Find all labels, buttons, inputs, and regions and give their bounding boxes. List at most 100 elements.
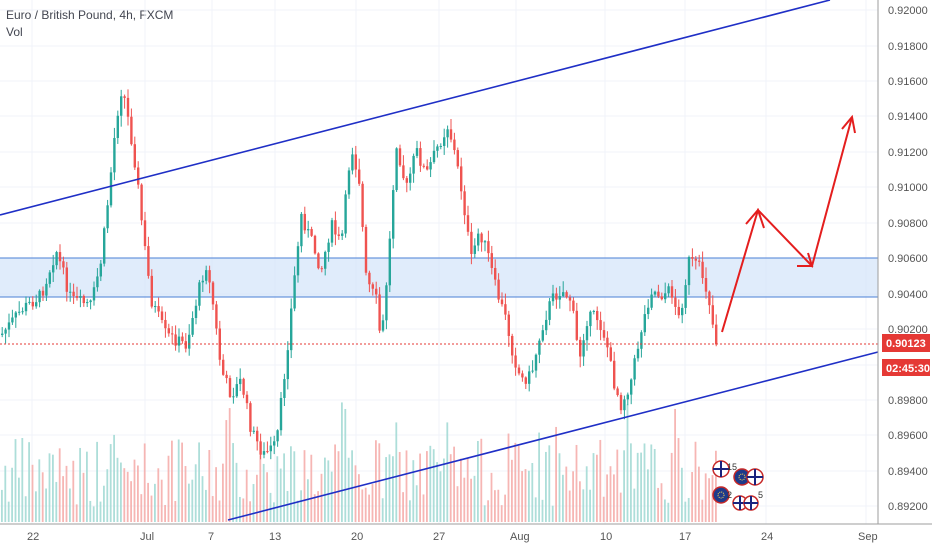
volume-bar xyxy=(694,441,697,522)
volume-bar xyxy=(133,459,136,522)
event-marker-flag-gb-2[interactable] xyxy=(746,468,764,486)
candle-body xyxy=(636,348,640,359)
candle-body xyxy=(28,301,31,303)
volume-bar xyxy=(395,422,398,522)
volume-bar xyxy=(555,426,557,522)
event-markers: 15 2 5 xyxy=(712,460,764,511)
volume-bar xyxy=(650,444,653,522)
candle-body xyxy=(504,304,507,315)
support-resistance-zone[interactable] xyxy=(0,258,878,297)
candle-body xyxy=(256,430,259,442)
candle-body xyxy=(426,166,429,170)
volume-bar xyxy=(303,450,306,522)
candle-body xyxy=(358,169,361,184)
volume-bar xyxy=(150,495,153,522)
volume-bar xyxy=(704,473,707,522)
symbol-title[interactable]: Euro / British Pound, 4h, FXCM xyxy=(6,8,174,22)
volume-bar xyxy=(58,448,61,522)
volume-bar xyxy=(235,462,238,522)
price-axis[interactable]: 0.92000 0.91800 0.91600 0.91400 0.91200 … xyxy=(877,0,930,524)
candle-body xyxy=(65,267,68,292)
volume-bar xyxy=(324,457,326,522)
candle-body xyxy=(545,319,548,331)
channel-upper-line[interactable] xyxy=(0,0,831,216)
volume-bar xyxy=(48,453,51,522)
time-axis[interactable]: 22 Jul 7 13 20 27 Aug 10 17 24 Sep xyxy=(0,523,932,543)
volume-bar xyxy=(45,488,47,522)
candle-body xyxy=(711,305,714,325)
volume-bar xyxy=(422,494,425,522)
volume-bar xyxy=(517,445,520,522)
candlesticks xyxy=(1,89,718,460)
event-marker-flag-eu-2[interactable] xyxy=(712,486,730,504)
candle-body xyxy=(324,251,327,269)
candle-body xyxy=(708,291,711,306)
candle-body xyxy=(602,330,606,338)
volume-bar xyxy=(667,502,670,522)
volume-bar xyxy=(177,439,180,522)
volume-bar xyxy=(228,408,231,522)
volume-bar xyxy=(256,474,258,522)
candle-body xyxy=(296,246,300,276)
event-marker-flag-gb[interactable] xyxy=(712,460,730,478)
volume-bars xyxy=(1,402,717,522)
candle-body xyxy=(378,294,381,331)
event-marker-flag-gb-4[interactable] xyxy=(743,495,759,511)
candle-body xyxy=(385,285,388,321)
chart-legend: Euro / British Pound, 4h, FXCM Vol xyxy=(6,9,173,39)
volume-bar xyxy=(89,500,92,522)
volume-bar xyxy=(616,449,619,522)
volume-bar xyxy=(436,462,438,522)
forecast-arrow-path[interactable] xyxy=(721,116,853,333)
candle-body xyxy=(337,234,340,236)
candle-body xyxy=(21,311,24,313)
candle-body xyxy=(551,293,555,302)
forecast-arrow-head-1 xyxy=(745,208,765,229)
time-label-sep: Sep xyxy=(858,531,878,543)
volume-bar xyxy=(439,471,442,522)
candle-body xyxy=(249,403,252,432)
candle-body xyxy=(211,282,215,305)
candle-body xyxy=(507,314,510,336)
candle-body xyxy=(48,272,51,284)
candle-body xyxy=(283,379,286,398)
volume-bar xyxy=(664,499,666,522)
candle-body xyxy=(419,148,422,166)
candle-body xyxy=(613,360,616,389)
candle-body xyxy=(109,172,113,206)
event-marker-flag-gb-3[interactable] xyxy=(732,495,748,511)
candle-body xyxy=(157,306,160,312)
price-label-091400: 0.91400 xyxy=(888,111,928,123)
volume-bar xyxy=(245,469,248,522)
volume-bar xyxy=(361,489,364,522)
volume-bar xyxy=(470,478,472,522)
volume-bar xyxy=(41,472,44,522)
volume-bar xyxy=(293,451,296,522)
volume-bar xyxy=(599,439,602,522)
candle-body xyxy=(640,332,643,349)
candle-body xyxy=(222,359,225,375)
volume-bar xyxy=(120,462,122,522)
price-label-090200: 0.90200 xyxy=(888,324,928,336)
volume-bar xyxy=(103,485,105,522)
event-count-2: 2 xyxy=(727,490,732,500)
volume-bar xyxy=(201,476,204,522)
price-label-091600: 0.91600 xyxy=(888,76,928,88)
volume-bar xyxy=(548,445,551,522)
volume-bar xyxy=(174,500,177,522)
volume-bar xyxy=(28,442,30,522)
volume-bar xyxy=(269,492,272,522)
volume-bar xyxy=(636,452,639,522)
candle-body xyxy=(341,233,344,236)
volume-bar xyxy=(65,465,68,522)
volume-bar xyxy=(313,494,316,522)
candle-body xyxy=(650,294,653,308)
volume-bar xyxy=(164,504,166,522)
candle-body xyxy=(381,320,385,331)
candle-body xyxy=(150,275,153,307)
volume-label[interactable]: Vol xyxy=(6,25,23,39)
candle-body xyxy=(422,165,425,167)
channel-lower-line[interactable] xyxy=(227,351,879,521)
volume-bar xyxy=(18,477,20,522)
